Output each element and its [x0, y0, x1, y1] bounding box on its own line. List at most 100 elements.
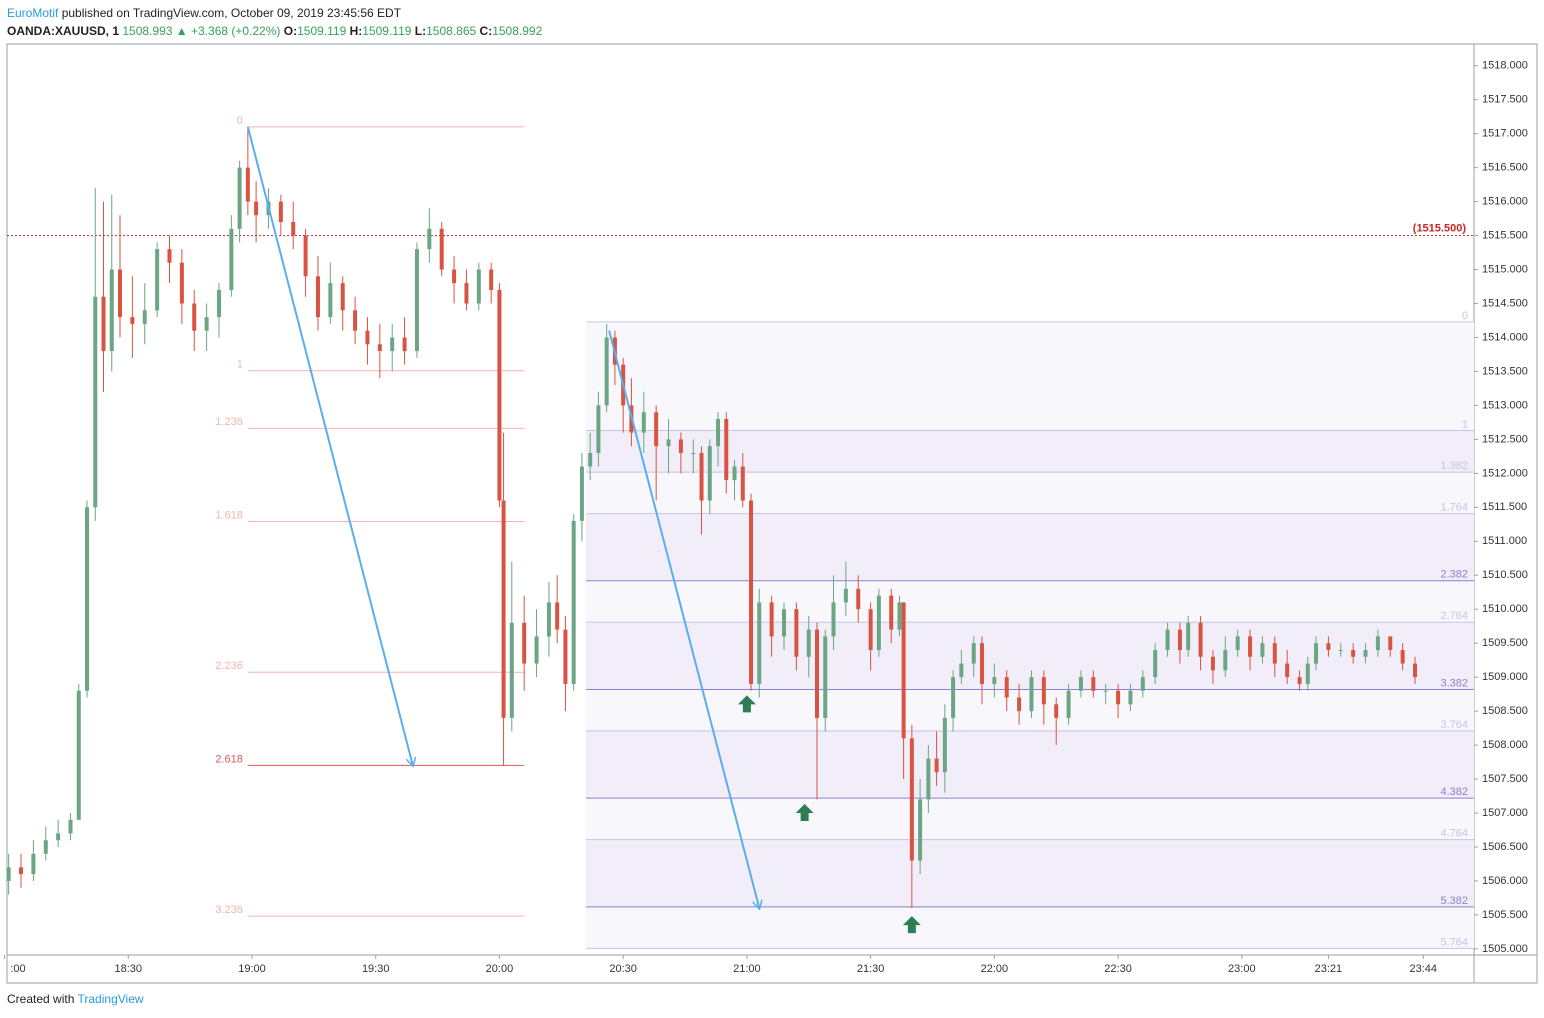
- candle-body: [278, 201, 283, 222]
- y-tick-label: 1505.500: [1482, 909, 1528, 921]
- y-tick-label: 1516.000: [1482, 196, 1528, 208]
- candle-body: [1140, 677, 1145, 691]
- y-tick-label: 1510.000: [1482, 603, 1528, 615]
- candle-body: [402, 337, 407, 352]
- candle-body: [1314, 643, 1319, 664]
- candle-body: [155, 249, 160, 311]
- candle-body: [1165, 629, 1170, 650]
- candle-body: [579, 466, 584, 521]
- brand[interactable]: TradingView: [77, 992, 144, 1006]
- candle-body: [979, 643, 984, 684]
- trend-arrow: [608, 330, 759, 908]
- candle-body: [254, 201, 259, 216]
- candle-body: [19, 867, 24, 875]
- candle-body: [452, 269, 457, 284]
- candle-body: [118, 269, 123, 318]
- candle-body: [328, 283, 333, 318]
- candle-body: [85, 507, 90, 691]
- candle-body: [522, 622, 527, 664]
- candle-body: [782, 609, 787, 637]
- candle-body: [769, 602, 774, 637]
- y-tick-label: 1506.500: [1482, 841, 1528, 853]
- candle-body: [179, 262, 184, 304]
- candle-body: [167, 249, 172, 263]
- candle-body: [6, 867, 11, 881]
- fib-label: 4.764: [1440, 828, 1468, 840]
- y-tick-label: 1517.000: [1482, 128, 1528, 140]
- y-tick-label: 1513.500: [1482, 365, 1528, 377]
- candle-body: [757, 602, 762, 684]
- candle-body: [678, 439, 683, 453]
- candle-body: [1375, 636, 1380, 650]
- fib-band: [586, 580, 1474, 623]
- candle-body: [303, 235, 308, 277]
- l-label: L:: [414, 24, 427, 38]
- ohlc-line: OANDA:XAUUSD, 1 1508.993 ▲ +3.368 (+0.22…: [7, 22, 542, 40]
- candle-body: [992, 677, 997, 684]
- y-tick-label: 1505.000: [1482, 943, 1528, 955]
- candle-body: [390, 337, 395, 352]
- candle-body: [901, 602, 906, 739]
- candle-body: [464, 283, 469, 304]
- x-tick-label: 20:30: [609, 963, 637, 975]
- x-tick-label: 23:21: [1315, 963, 1343, 975]
- candle-body: [794, 609, 799, 657]
- candle-body: [707, 446, 712, 501]
- candle-body: [109, 269, 114, 352]
- fib-label: 3.764: [1440, 719, 1468, 731]
- published: published on TradingView.com, October 09…: [61, 6, 402, 20]
- candle-body: [588, 452, 593, 467]
- y-tick-label: 1511.000: [1482, 535, 1527, 547]
- fib-band: [586, 730, 1474, 799]
- y-tick-label: 1512.000: [1482, 467, 1528, 479]
- candle-body: [716, 418, 721, 447]
- fib-label: 5.382: [1440, 895, 1468, 907]
- candle-body: [377, 344, 382, 352]
- x-tick-label: 21:30: [857, 963, 885, 975]
- up-marker: [737, 695, 756, 713]
- candle-body: [414, 249, 419, 352]
- fib-label: 2.236: [215, 660, 243, 672]
- candle-body: [142, 310, 147, 324]
- candle-body: [806, 629, 811, 657]
- candle-body: [1297, 677, 1302, 684]
- y-tick-label: 1508.500: [1482, 705, 1528, 717]
- candle-body: [1186, 622, 1191, 650]
- candle-body: [823, 636, 828, 718]
- candle-body: [43, 840, 48, 854]
- created: Created with: [7, 992, 75, 1006]
- candle-body: [1351, 649, 1356, 657]
- candle-body: [31, 853, 36, 875]
- candle-body: [740, 466, 745, 501]
- footer: Created with TradingView: [7, 992, 144, 1006]
- candle-body: [1326, 643, 1331, 650]
- candle-body: [76, 690, 81, 820]
- candle-body: [1041, 677, 1046, 705]
- c: 1508.992: [492, 24, 543, 38]
- y-tick-label: 1517.500: [1482, 94, 1528, 106]
- candle-body: [843, 588, 848, 603]
- y-tick-label: 1515.500: [1482, 229, 1528, 241]
- candle-body: [732, 466, 737, 481]
- x-tick-label: :00: [10, 963, 25, 975]
- fib-label: 0: [237, 115, 243, 127]
- candle-body: [571, 520, 576, 684]
- up-marker: [902, 916, 921, 934]
- author[interactable]: EuroMotif: [7, 6, 59, 20]
- candle-body: [641, 412, 646, 433]
- fib-label: 5.764: [1440, 936, 1468, 948]
- y-tick-label: 1514.500: [1482, 297, 1528, 309]
- candle-body: [942, 717, 947, 773]
- candle-body: [497, 289, 502, 501]
- candle-body: [534, 636, 539, 664]
- x-tick-label: 22:30: [1104, 963, 1132, 975]
- fib-label: 1: [1462, 418, 1468, 430]
- frame: [6, 43, 1538, 984]
- candle-body: [1153, 649, 1158, 678]
- candle-body: [831, 602, 836, 637]
- candle-body: [555, 602, 560, 630]
- fib-label: 1.236: [215, 416, 243, 428]
- y-tick-label: 1511.500: [1482, 501, 1527, 513]
- candle-body: [951, 677, 956, 718]
- fib-band: [586, 906, 1474, 949]
